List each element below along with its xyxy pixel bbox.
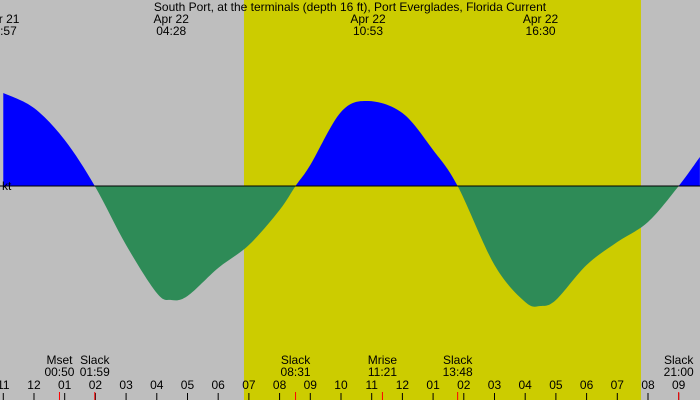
y-tick-label: 0 kt xyxy=(0,179,12,193)
x-tick-label: 01 xyxy=(58,378,72,392)
x-tick-label: 07 xyxy=(611,378,625,392)
event-time: 16:30 xyxy=(526,24,556,38)
x-tick-label: 04 xyxy=(150,378,164,392)
event-time: 00:50 xyxy=(44,365,74,379)
x-tick-label: 08 xyxy=(641,378,655,392)
x-tick-label: 02 xyxy=(457,378,471,392)
event-time: 13:48 xyxy=(443,365,473,379)
event-time: 11:21 xyxy=(368,365,397,379)
event-date: Apr 21 xyxy=(0,12,20,26)
x-tick-label: 12 xyxy=(27,378,41,392)
event-time: 01:59 xyxy=(80,365,110,379)
event-name: Slack xyxy=(443,353,473,367)
x-tick-label: 01 xyxy=(426,378,440,392)
ebb-area xyxy=(3,186,700,307)
x-tick-label: 07 xyxy=(242,378,256,392)
x-tick-label: 02 xyxy=(89,378,103,392)
event-time: 04:28 xyxy=(156,24,186,38)
x-tick-label: 05 xyxy=(549,378,563,392)
x-tick-label: 03 xyxy=(488,378,502,392)
event-date: Apr 22 xyxy=(350,12,386,26)
x-tick-label: 09 xyxy=(672,378,686,392)
x-tick-label: 08 xyxy=(273,378,287,392)
event-name: Slack xyxy=(664,353,694,367)
event-date: Apr 22 xyxy=(154,12,190,26)
x-tick-label: 12 xyxy=(396,378,410,392)
x-tick-label: 09 xyxy=(304,378,318,392)
x-tick-label: 06 xyxy=(580,378,594,392)
event-time: 21:00 xyxy=(664,365,694,379)
event-name: Mset xyxy=(46,353,73,367)
event-name: Slack xyxy=(281,353,311,367)
x-tick-label: 06 xyxy=(212,378,226,392)
event-time: 10:53 xyxy=(353,24,383,38)
flood-area xyxy=(3,93,700,186)
event-name: Mrise xyxy=(368,353,398,367)
event-time: 08:31 xyxy=(281,365,311,379)
x-tick-label: 11 xyxy=(0,378,10,392)
event-name: Slack xyxy=(80,353,110,367)
x-tick-label: 04 xyxy=(519,378,533,392)
event-time: 22:57 xyxy=(0,24,17,38)
event-date: Apr 22 xyxy=(523,12,559,26)
x-tick-label: 10 xyxy=(334,378,348,392)
chart-title: South Port, at the terminals (depth 16 f… xyxy=(154,0,547,14)
x-tick-label: 03 xyxy=(119,378,133,392)
x-tick-label: 05 xyxy=(181,378,195,392)
x-tick-label: 11 xyxy=(365,378,378,392)
